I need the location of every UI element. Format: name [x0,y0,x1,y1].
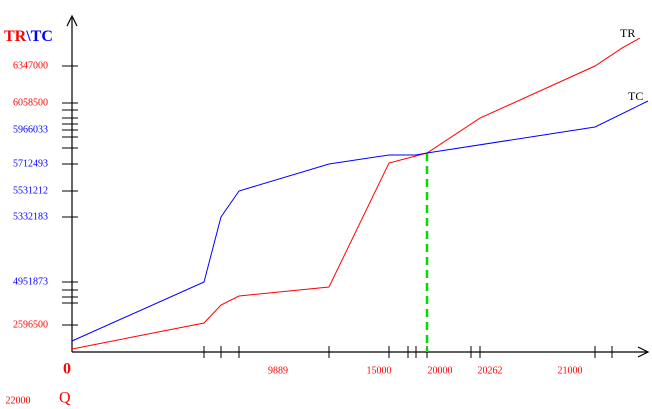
x-axis-arrow [637,346,650,358]
annotation: 22000 [6,395,31,406]
y-tick-label: 2596500 [13,319,48,330]
series-label: TR [620,26,635,40]
x-tick-label: 20262 [478,365,503,376]
y-axis-label-part: \TC [25,28,53,45]
x-tick-label: 21000 [558,365,583,376]
annotation: 0 [63,361,71,378]
y-tick-label: 6347000 [13,60,48,71]
y-axis-label: TR\TC [4,28,53,45]
y-axis-arrow [66,14,78,27]
y-tick-label: 5531212 [13,185,48,196]
x-axis-label: Q [59,390,71,407]
y-tick-label: 5332183 [13,211,48,222]
y-tick-label: 6058500 [13,97,48,108]
series-line [71,100,649,342]
series-line [71,37,641,350]
axes [66,14,650,358]
y-tick-label: 5966033 [13,124,48,135]
series-label: TC [628,89,643,103]
y-axis-label-part: TR [4,28,27,45]
x-tick-label: 15000 [367,365,392,376]
minor-ticks [62,109,613,358]
y-tick-label: 4951873 [13,276,48,287]
y-tick-label: 5712493 [13,158,48,169]
x-tick-label: 9889 [268,365,288,376]
x-tick-label: 20000 [428,365,453,376]
